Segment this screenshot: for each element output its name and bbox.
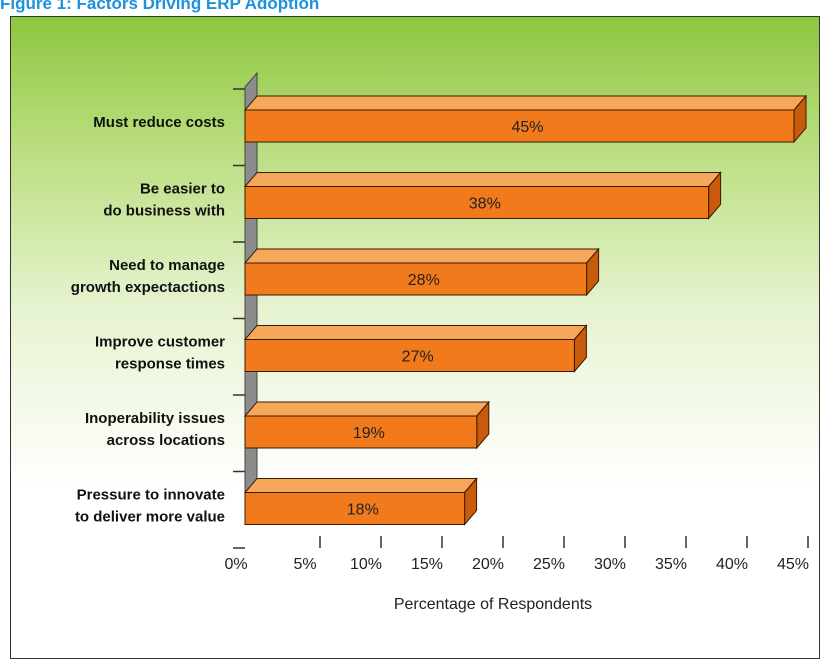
x-tick-label: 35% [655,556,687,573]
category-label: growth expectactions [71,279,225,296]
category-label: Pressure to innovate [77,487,225,504]
bar [244,339,575,372]
x-tick-label: 40% [716,556,748,573]
figure-title: Figure 1: Factors Driving ERP Adoption [0,0,320,13]
x-tick-label: 10% [350,556,382,573]
bar [244,109,795,143]
bar-top [243,401,490,417]
x-tick-label: 30% [594,556,626,573]
bar [244,262,588,296]
bar-value-label: 18% [347,502,379,519]
x-tick-label: 20% [472,556,504,573]
category-label: Must reduce costs [93,114,225,131]
category-label: across locations [107,432,225,449]
category-label: Inoperability issues [85,410,225,427]
x-tick-label: 25% [533,556,565,573]
bar-value-label: 38% [469,196,501,213]
bar [244,492,466,525]
bar-top [243,478,478,493]
x-tick-label: 15% [411,556,443,573]
bar-top [243,325,588,340]
bar-top [243,172,722,187]
x-tick-label: 0% [224,556,247,573]
bar-top [243,95,808,111]
chart-frame: 45% Must reduce costs 38% Be easier to do bu… [10,16,820,659]
bar [244,186,710,219]
chart-svg: 45% Must reduce costs 38% Be easier to do bu… [71,71,809,613]
category-label: to deliver more value [75,509,225,526]
bar [244,415,478,449]
category-label: Improve customer [95,334,225,351]
category-label: do business with [103,203,225,220]
category-label: Need to manage [109,257,225,274]
category-label: Be easier to [140,181,225,198]
bar-value-label: 27% [402,349,434,366]
x-tick-label: 45% [777,556,809,573]
bar-value-label: 19% [353,425,385,442]
x-axis-title: Percentage of Respondents [394,596,592,613]
bar-value-label: 28% [408,272,440,289]
bar-value-label: 45% [511,119,543,136]
category-label: response times [115,356,225,373]
x-tick-label: 5% [293,556,316,573]
bar-top [243,248,600,264]
